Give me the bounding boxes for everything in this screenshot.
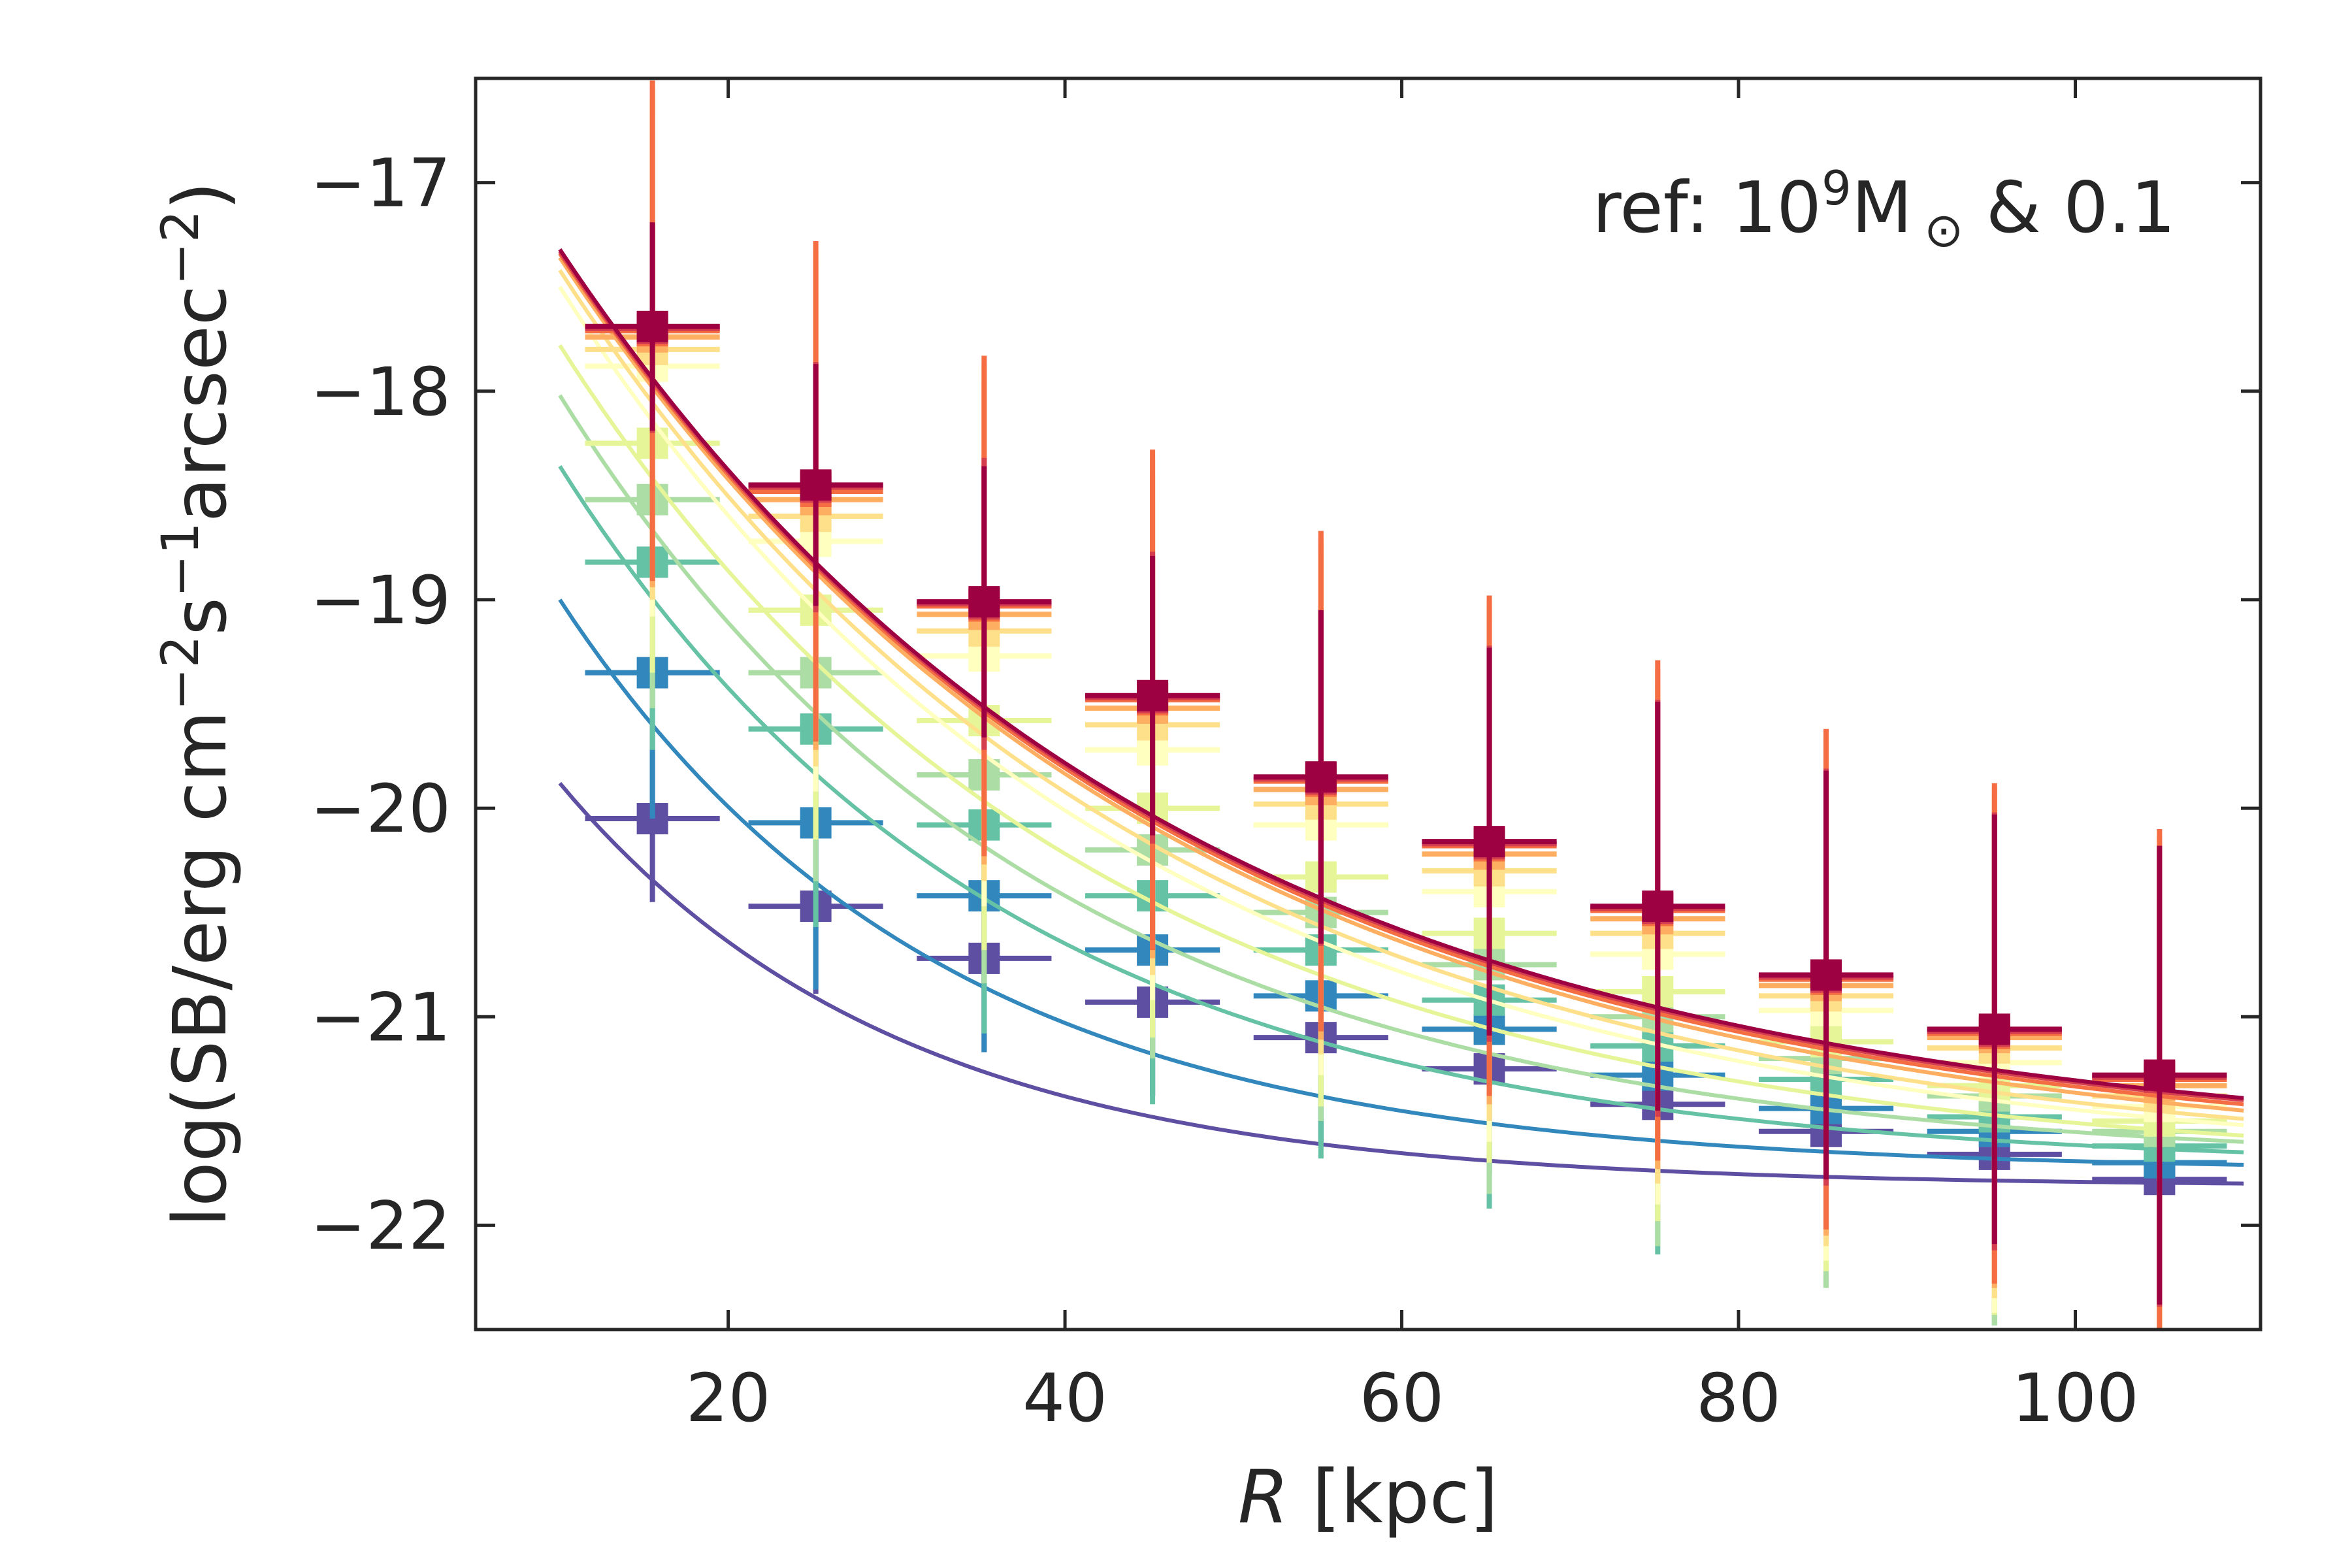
data-point-s11 [1642,890,1674,923]
data-point-s11 [1137,679,1169,711]
y-tick-label: −22 [310,1187,451,1265]
plot-frame [474,76,2262,1331]
x-tick-label: 80 [1696,1360,1781,1437]
x-tick-label: 40 [1022,1360,1107,1437]
y-tick-label: −20 [310,770,451,848]
data-point-s11 [2144,1059,2176,1091]
curve-s1 [558,781,2244,1186]
data-point-s11 [1473,826,1505,858]
curve-s5 [558,344,2244,1138]
x-tick-label: 100 [2012,1360,2139,1437]
plot-background [476,78,2261,1330]
data-point-s11 [1810,959,1842,991]
data-point-s11 [968,586,1000,618]
annotation: ref: 109M ⊙ & 0.1 [1592,161,2176,257]
y-tick-label: −19 [310,562,451,640]
curve-s9 [558,252,2244,1107]
curve-s2 [558,598,2244,1167]
curve-s7 [558,269,2244,1121]
y-tick-label: −18 [310,353,451,431]
data-point-s11 [1978,1013,2010,1045]
x-axis-title: R [kpc] [1238,1455,1498,1540]
curve-s8 [558,256,2244,1113]
curve-s3 [558,465,2244,1154]
data-point-s11 [800,469,832,501]
curve-s11 [558,248,2244,1100]
data-point-s11 [1305,761,1337,793]
data-point-s11 [636,310,668,342]
y-tick-label: −17 [310,145,451,223]
x-tick-label: 20 [686,1360,771,1437]
y-axis-title: log(SB/erg cm−2s−1arcsec−2) [152,182,243,1227]
y-tick-label: −21 [310,979,451,1056]
curve-s6 [558,286,2244,1128]
curve-s4 [558,394,2244,1144]
ticks-layer: 20 40 60 80 100 −17 −18 −19 −20 −21 −22 [310,78,2261,1437]
x-tick-label: 60 [1360,1360,1445,1437]
series-layer [558,80,2244,1330]
